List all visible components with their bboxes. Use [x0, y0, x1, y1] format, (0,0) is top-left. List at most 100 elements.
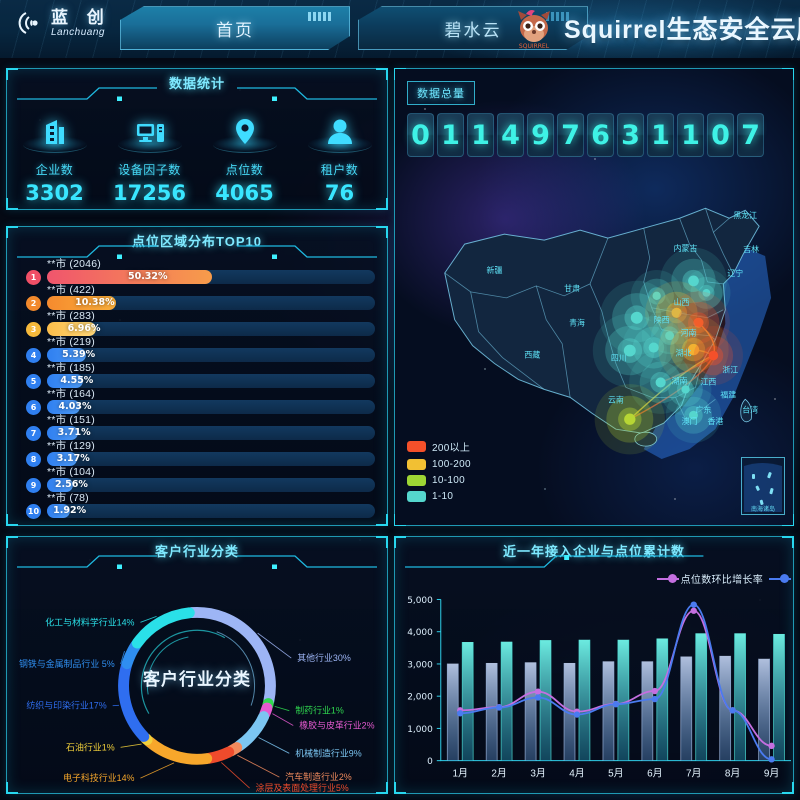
chart-line-point[interactable]	[729, 707, 736, 714]
rank-row[interactable]: **市 (185) 5 4.55%	[17, 361, 375, 389]
chart-bar[interactable]	[734, 633, 746, 761]
chart-bar[interactable]	[501, 641, 513, 761]
province-label: 甘肃	[564, 283, 580, 293]
chart-bar[interactable]	[641, 661, 653, 761]
chart-line-point[interactable]	[534, 688, 542, 695]
donut-segment[interactable]	[131, 607, 195, 649]
rank-row-track	[47, 270, 375, 284]
stats-row: 企业数 3302 设备因子数 17256	[7, 105, 387, 205]
rank-row[interactable]: **市 (219) 4 5.39%	[17, 335, 375, 363]
donut-leader-line	[258, 737, 290, 754]
heat-point	[652, 291, 661, 301]
donut-segment[interactable]	[143, 735, 213, 765]
chart-bar[interactable]	[578, 639, 590, 761]
chart-line-point[interactable]	[651, 695, 658, 703]
south-china-sea-inset[interactable]: 南海诸岛	[741, 457, 785, 515]
legend-color-chip	[407, 491, 426, 502]
rank-row-pct: 3.17%	[56, 453, 90, 464]
chart-bar[interactable]	[773, 633, 785, 761]
chart-line-point[interactable]	[495, 704, 503, 711]
rank-row[interactable]: **市 (422) 2 10.38%	[17, 283, 375, 311]
chart-bar[interactable]	[486, 662, 498, 761]
rank-row-fill	[47, 478, 74, 492]
chart-line-point[interactable]	[690, 607, 697, 614]
donut-segment[interactable]	[118, 660, 150, 742]
legend-item-point-growth[interactable]: 点位数环比增长率	[656, 571, 763, 586]
chart-line-point[interactable]	[651, 687, 658, 695]
legend-label: 1-10	[432, 491, 454, 502]
donut-segment-label: 化工与材料学行业14%	[45, 616, 134, 627]
stat-point[interactable]: 点位数 4065	[197, 105, 292, 205]
rank-row[interactable]: **市 (164) 6 4.03%	[17, 387, 375, 415]
rank-row[interactable]: **市 (151) 7 3.71%	[17, 413, 375, 441]
chart-bar[interactable]	[525, 662, 537, 761]
province-label: 台湾	[742, 404, 758, 414]
tab-bishuiyun[interactable]: 碧水云	[358, 6, 588, 50]
heat-point	[630, 311, 643, 324]
rank-row-name: **市 (283)	[47, 310, 95, 322]
chart-bar[interactable]	[447, 663, 459, 761]
map-legend-row[interactable]: 1-10	[407, 491, 471, 502]
donut-segment[interactable]	[203, 746, 235, 764]
trend-chart-legend[interactable]: 点位数环比增长率	[656, 571, 793, 586]
chart-bar[interactable]	[564, 662, 575, 761]
chart-bar[interactable]	[695, 633, 707, 761]
chart-line-point[interactable]	[690, 601, 697, 608]
rank-row-track	[47, 296, 375, 310]
legend-dot-icon	[667, 574, 677, 583]
rank-row[interactable]: **市 (104) 9 2.56%	[17, 465, 375, 493]
donut-segment[interactable]	[186, 606, 276, 707]
rank-row-name: **市 (422)	[47, 284, 95, 296]
province-label: 湖北	[676, 349, 692, 358]
rank-row-badge: 7	[26, 426, 41, 441]
industry-donut-panel: 客户行业分类 其他行业30% 制药行业1% 橡胶与皮革行业2% 机械制造行业9% 汽车制…	[6, 536, 388, 794]
chart-bar[interactable]	[462, 642, 474, 761]
chart-bar[interactable]	[680, 656, 692, 761]
chart-bar-edge	[524, 662, 537, 761]
stat-enterprise[interactable]: 企业数 3302	[7, 105, 102, 205]
chart-x-tick-label: 2月	[491, 768, 506, 780]
chart-bar[interactable]	[758, 658, 770, 761]
chart-bar[interactable]	[540, 640, 551, 761]
chart-line[interactable]	[460, 603, 772, 761]
donut-segment-label: 石油行业1%	[66, 741, 115, 752]
map-legend-row[interactable]: 100-200	[407, 459, 471, 470]
legend-label: 10-100	[432, 475, 465, 486]
donut-segment[interactable]	[233, 711, 270, 752]
chart-bar[interactable]	[719, 655, 731, 761]
donut-segment[interactable]	[121, 639, 142, 670]
stat-device-factor[interactable]: 设备因子数 17256	[102, 105, 197, 205]
chart-line-point[interactable]	[768, 742, 775, 750]
chart-bar[interactable]	[656, 638, 668, 761]
stat-device-factor-value: 17256	[112, 181, 187, 205]
legend-item-secondary[interactable]	[769, 574, 793, 583]
chart-bar[interactable]	[602, 661, 614, 761]
rank-row[interactable]: **市 (2046) 1 50.32%	[17, 257, 375, 285]
donut-leader-line	[221, 762, 250, 789]
app-logo[interactable]: 蓝 创 Lanchuang	[14, 8, 111, 38]
chart-line-point[interactable]	[457, 710, 464, 717]
chart-bar[interactable]	[617, 639, 629, 761]
counter-digit: 1	[467, 113, 494, 157]
tab-home[interactable]: 首页	[120, 6, 350, 50]
chart-line-point[interactable]	[768, 756, 775, 763]
rank-row[interactable]: **市 (129) 8 3.17%	[17, 439, 375, 467]
map-legend-row[interactable]: 200以上	[407, 439, 471, 454]
china-map[interactable]: 黑龙江 内蒙古 吉林 辽宁 新疆 甘肃 山西 青海 陕西 河南 西藏 湖北 四川 浙江 湖南 江西 福建 云南 台湾…	[395, 69, 793, 525]
chart-line-point[interactable]	[534, 694, 542, 701]
stat-enterprise-value: 3302	[25, 181, 84, 205]
trend-chart-svg[interactable]: 0 1,000 2,000 3,000 4,000 5,000 1月 2月 3月 4月 5月 6月 7月…	[395, 593, 793, 793]
donut-chart[interactable]: 其他行业30% 制药行业1% 橡胶与皮革行业2% 机械制造行业9% 汽车制造行业2% 涂层…	[7, 537, 387, 793]
rank-row[interactable]: **市 (283) 3 6.96%	[17, 309, 375, 337]
rank-row[interactable]: **市 (78) 10 1.92%	[17, 491, 375, 519]
donut-leader-line	[140, 615, 157, 623]
rank-row-name: **市 (164)	[47, 388, 95, 400]
chart-line-point[interactable]	[612, 701, 620, 708]
chart-bar-edge	[734, 633, 746, 761]
map-legend-row[interactable]: 10-100	[407, 475, 471, 486]
rank-panel: 点位区域分布TOP10 **市 (2046) 1 50.32% **市 (422) 2 1…	[6, 226, 388, 526]
chart-line-point[interactable]	[573, 711, 581, 718]
stat-tenant[interactable]: 租户数 76	[292, 105, 387, 205]
province-label: 青海	[569, 318, 585, 328]
